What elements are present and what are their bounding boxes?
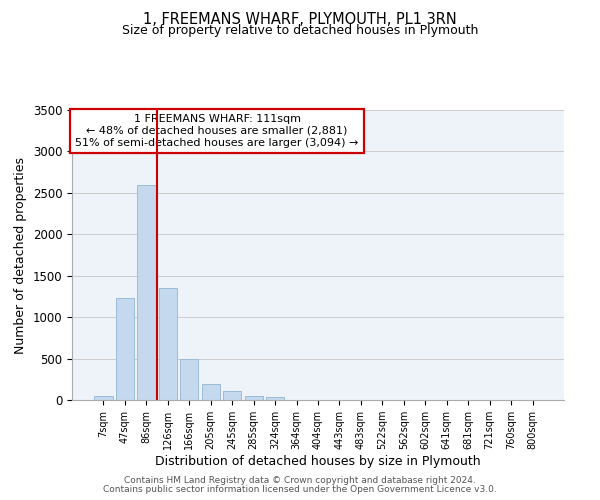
Text: 1, FREEMANS WHARF, PLYMOUTH, PL1 3RN: 1, FREEMANS WHARF, PLYMOUTH, PL1 3RN [143,12,457,28]
Bar [159,288,177,400]
Text: Contains public sector information licensed under the Open Government Licence v3: Contains public sector information licen… [103,485,497,494]
Y-axis label: Number of detached properties: Number of detached properties [14,156,27,354]
Bar [137,186,155,400]
Bar [266,396,284,400]
Bar [116,298,134,400]
Bar [223,391,241,400]
Text: 1 FREEMANS WHARF: 111sqm
← 48% of detached houses are smaller (2,881)
51% of sem: 1 FREEMANS WHARF: 111sqm ← 48% of detach… [76,114,359,148]
Bar [180,358,199,400]
Bar [202,384,220,400]
Bar [245,396,263,400]
Text: Contains HM Land Registry data © Crown copyright and database right 2024.: Contains HM Land Registry data © Crown c… [124,476,476,485]
Text: Size of property relative to detached houses in Plymouth: Size of property relative to detached ho… [122,24,478,37]
Bar [94,396,113,400]
X-axis label: Distribution of detached houses by size in Plymouth: Distribution of detached houses by size … [155,455,481,468]
